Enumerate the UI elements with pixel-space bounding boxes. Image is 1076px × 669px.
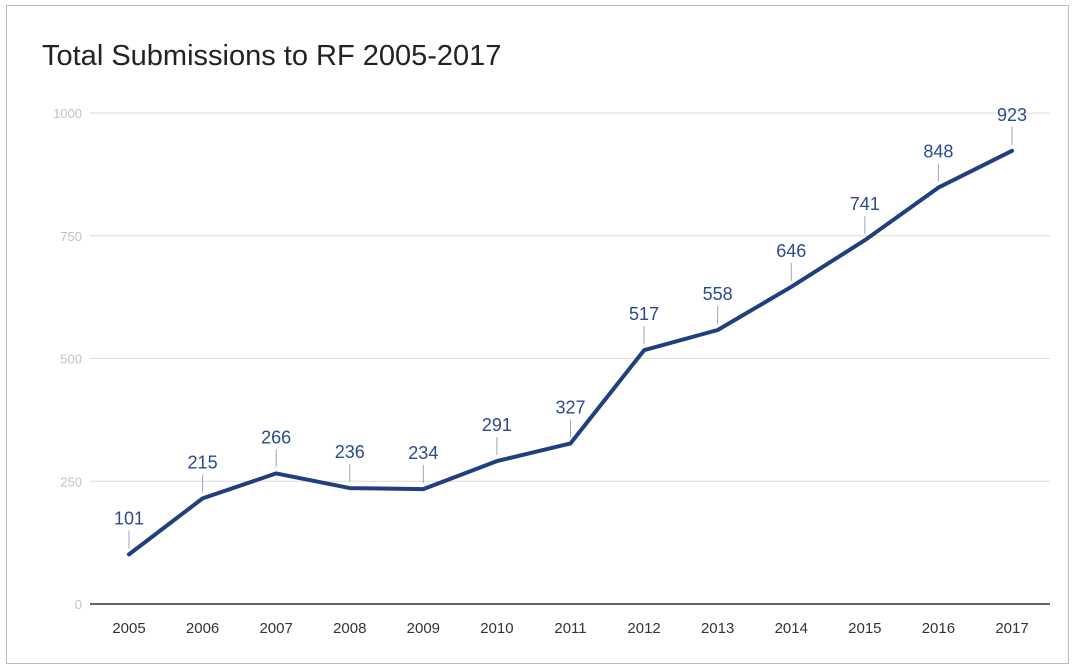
data-label: 741 bbox=[850, 194, 880, 214]
data-label: 234 bbox=[408, 443, 438, 463]
x-tick-label: 2012 bbox=[627, 620, 660, 637]
x-tick-label: 2009 bbox=[407, 620, 440, 637]
x-tick-label: 2007 bbox=[259, 620, 292, 637]
x-tick-label: 2016 bbox=[922, 620, 955, 637]
gridlines bbox=[90, 112, 1050, 482]
chart-frame bbox=[6, 5, 1069, 664]
chart-title: Total Submissions to RF 2005-2017 bbox=[42, 40, 502, 72]
x-tick-label: 2011 bbox=[554, 620, 586, 637]
data-label: 266 bbox=[261, 427, 291, 447]
data-label: 646 bbox=[776, 241, 806, 261]
x-tick-label: 2005 bbox=[112, 620, 145, 637]
y-tick-label: 250 bbox=[60, 474, 82, 489]
y-tick-label: 1000 bbox=[53, 106, 82, 121]
y-tick-label: 750 bbox=[60, 229, 82, 244]
x-tick-label: 2006 bbox=[186, 620, 219, 637]
data-labels: 101 215 266 236 234 291 327 517 558 646 741 848 923 bbox=[114, 105, 1027, 549]
data-label: 923 bbox=[997, 105, 1027, 125]
y-axis-ticks: 0 250 500 750 1000 bbox=[53, 106, 82, 612]
data-label: 291 bbox=[482, 415, 512, 435]
x-tick-label: 2015 bbox=[848, 620, 881, 637]
data-label: 236 bbox=[335, 442, 365, 462]
series-line bbox=[127, 148, 1014, 557]
x-axis-ticks: 2005 2006 2007 2008 2009 2010 2011 2012 2013 2014… bbox=[112, 620, 1028, 637]
x-tick-label: 2008 bbox=[333, 620, 366, 637]
y-tick-label: 0 bbox=[75, 597, 82, 612]
x-tick-label: 2017 bbox=[995, 620, 1028, 637]
x-tick-label: 2013 bbox=[701, 620, 734, 637]
x-tick-label: 2014 bbox=[775, 620, 808, 637]
data-label: 101 bbox=[114, 508, 144, 528]
data-label: 848 bbox=[923, 142, 953, 162]
data-label: 327 bbox=[555, 397, 585, 417]
y-tick-label: 500 bbox=[60, 352, 82, 367]
x-tick-label: 2010 bbox=[480, 620, 513, 637]
data-label: 517 bbox=[629, 304, 659, 324]
data-label: 558 bbox=[703, 284, 733, 304]
data-label: 215 bbox=[188, 452, 218, 472]
